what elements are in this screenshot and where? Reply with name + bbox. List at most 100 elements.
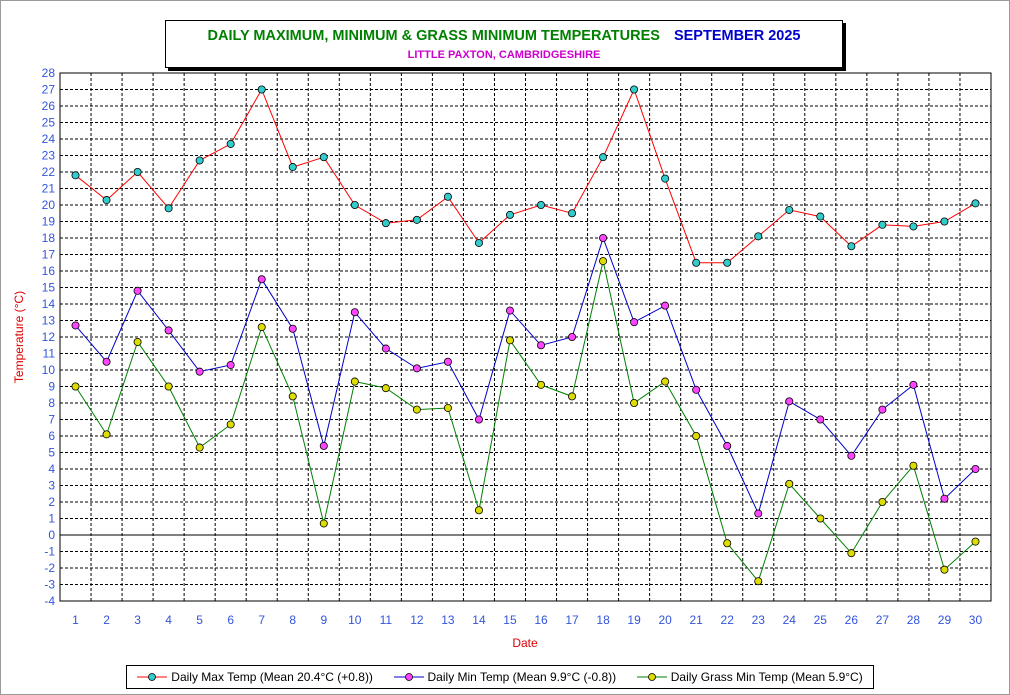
data-point — [226, 420, 235, 429]
data-point — [971, 537, 980, 546]
data-point — [257, 323, 266, 332]
x-tick-label: 23 — [752, 613, 766, 627]
data-point — [940, 565, 949, 574]
data-point — [723, 539, 732, 548]
series-2 — [71, 257, 980, 586]
data-point — [195, 156, 204, 165]
data-point — [971, 199, 980, 208]
chart-title: DAILY MAXIMUM, MINIMUM & GRASS MINIMUM T… — [207, 28, 660, 44]
series-line — [75, 236, 976, 515]
data-point — [164, 326, 173, 335]
x-tick-label: 18 — [596, 613, 610, 627]
y-tick-label: -3 — [44, 578, 55, 592]
data-point — [474, 238, 483, 247]
x-tick-label: 6 — [227, 613, 234, 627]
data-point — [381, 344, 390, 353]
y-tick-label: 13 — [42, 314, 56, 328]
x-tick-label: 10 — [348, 613, 362, 627]
y-tick-label: 0 — [48, 528, 55, 542]
data-point — [381, 219, 390, 228]
data-point — [350, 200, 359, 209]
series-line — [75, 260, 976, 583]
y-tick-label: 26 — [42, 99, 56, 113]
data-point — [754, 577, 763, 586]
data-point — [381, 384, 390, 393]
data-point — [257, 275, 266, 284]
data-point — [940, 217, 949, 226]
y-tick-label: 3 — [48, 479, 55, 493]
data-point — [102, 357, 111, 366]
legend-item-grass: Daily Grass Min Temp (Mean 5.9°C) — [636, 670, 863, 684]
y-tick-label: 19 — [42, 215, 56, 229]
data-point — [164, 382, 173, 391]
legend-swatch-grass — [636, 673, 667, 681]
y-axis-title: Temperature (°C) — [12, 291, 26, 383]
legend-swatch-min — [393, 673, 424, 681]
legend-item-min: Daily Min Temp (Mean 9.9°C (-0.8)) — [393, 670, 616, 684]
data-point — [816, 514, 825, 523]
data-point — [630, 398, 639, 407]
y-tick-label: 21 — [42, 182, 56, 196]
y-tick-label: 17 — [42, 248, 56, 262]
x-tick-label: 25 — [814, 613, 828, 627]
plot-area — [59, 72, 992, 602]
legend-label-max: Daily Max Temp (Mean 20.4°C (+0.8)) — [171, 670, 373, 684]
data-point — [537, 341, 546, 350]
x-tick-label: 2 — [103, 613, 110, 627]
series — [71, 85, 980, 586]
data-point — [847, 242, 856, 251]
x-tick-label: 5 — [196, 613, 203, 627]
y-tick-label: 7 — [48, 413, 55, 427]
x-tick-label: 24 — [783, 613, 797, 627]
data-point — [909, 461, 918, 470]
data-point — [816, 212, 825, 221]
data-point — [537, 200, 546, 209]
x-tick-label: 4 — [165, 613, 172, 627]
data-point — [350, 377, 359, 386]
data-point — [630, 318, 639, 327]
y-tick-label: 1 — [48, 512, 55, 526]
data-point — [288, 324, 297, 333]
data-point — [288, 392, 297, 401]
y-tick-label: 25 — [42, 116, 56, 130]
series-0 — [71, 85, 980, 267]
y-tick-label: 6 — [48, 429, 55, 443]
data-point — [257, 85, 266, 94]
x-tick-label: 12 — [410, 613, 424, 627]
data-point — [878, 405, 887, 414]
x-tick-label: 14 — [472, 613, 486, 627]
y-tick-label: 27 — [42, 83, 56, 97]
x-tick-label: 16 — [534, 613, 548, 627]
y-tick-label: 5 — [48, 446, 55, 460]
data-point — [568, 392, 577, 401]
data-point — [226, 361, 235, 370]
data-point — [537, 380, 546, 389]
data-point — [412, 405, 421, 414]
x-tick-label: 17 — [565, 613, 579, 627]
data-point — [785, 479, 794, 488]
y-tick-label: 12 — [42, 330, 56, 344]
title-box: DAILY MAXIMUM, MINIMUM & GRASS MINIMUM T… — [165, 20, 843, 68]
legend-swatch-max — [137, 673, 168, 681]
x-tick-label: 9 — [320, 613, 327, 627]
data-point — [319, 441, 328, 450]
x-tick-label: 13 — [441, 613, 455, 627]
y-tick-label: 4 — [48, 462, 55, 476]
data-point — [505, 336, 514, 345]
y-tick-label: 24 — [42, 132, 56, 146]
data-point — [443, 403, 452, 412]
x-tick-label: 22 — [721, 613, 735, 627]
x-tick-label: 11 — [380, 613, 393, 627]
y-tick-label: -4 — [44, 594, 55, 608]
x-tick-label: 27 — [876, 613, 890, 627]
y-tick-label: 16 — [42, 264, 56, 278]
data-point — [661, 377, 670, 386]
y-tick-label: 23 — [42, 149, 56, 163]
y-tick-label: -1 — [44, 545, 55, 559]
y-tick-label: 22 — [42, 165, 56, 179]
y-tick-label: 28 — [42, 66, 56, 80]
data-point — [412, 215, 421, 224]
legend-label-grass: Daily Grass Min Temp (Mean 5.9°C) — [670, 670, 863, 684]
data-point — [443, 192, 452, 201]
